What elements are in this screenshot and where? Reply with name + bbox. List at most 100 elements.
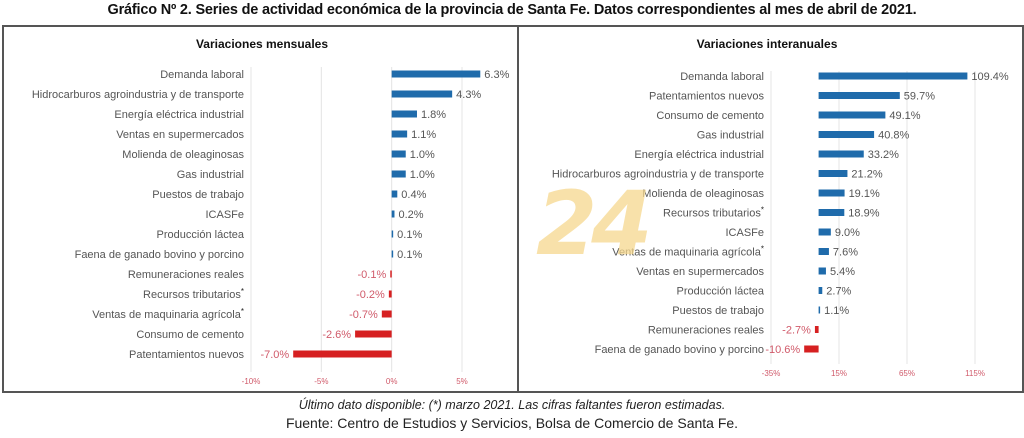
data-label: -10.6% bbox=[765, 344, 800, 356]
bar bbox=[818, 267, 826, 275]
yearly-variation-chart: Variaciones interanuales -35% 15% 65% 115% De… bbox=[552, 37, 1009, 378]
chart-frame bbox=[2, 25, 1024, 393]
bar bbox=[391, 150, 406, 158]
category-label: Puestos de trabajo bbox=[672, 305, 764, 317]
monthly-variation-chart: Variaciones mensuales -10% -5% 0% 5% Demanda … bbox=[32, 37, 510, 386]
bar bbox=[818, 92, 900, 99]
x-tick-label: 115% bbox=[965, 369, 985, 378]
category-label: Puestos de trabajo bbox=[152, 189, 244, 201]
data-label: 0.1% bbox=[397, 249, 422, 261]
data-label: 0.4% bbox=[401, 189, 426, 201]
data-label: 33.2% bbox=[868, 149, 899, 161]
bar bbox=[391, 130, 408, 138]
bar bbox=[818, 189, 845, 197]
category-label-text: Patentamientos nuevos bbox=[649, 91, 764, 103]
category-label: Demanda laboral bbox=[160, 69, 244, 81]
category-label-text: Energía eléctrica industrial bbox=[114, 109, 244, 121]
bar bbox=[814, 326, 819, 333]
category-label: Patentamientos nuevos bbox=[129, 349, 244, 361]
category-label: Gas industrial bbox=[697, 130, 764, 142]
data-label: 0.2% bbox=[398, 209, 423, 221]
category-label: Patentamientos nuevos bbox=[649, 91, 764, 103]
chart-title: Variaciones mensuales bbox=[196, 37, 328, 51]
data-label: -0.2% bbox=[356, 289, 385, 301]
bar bbox=[818, 150, 864, 158]
bar bbox=[818, 248, 829, 255]
data-label: 1.0% bbox=[410, 149, 435, 161]
data-label: 1.8% bbox=[421, 109, 446, 121]
data-label: 2.7% bbox=[826, 286, 851, 298]
data-label: 1.0% bbox=[410, 169, 435, 181]
data-label: 9.0% bbox=[835, 227, 860, 239]
category-label-text: Gas industrial bbox=[697, 130, 764, 142]
bar bbox=[391, 90, 453, 98]
category-label-text: Molienda de oleaginosas bbox=[642, 188, 764, 200]
category-label: Producción láctea bbox=[157, 229, 245, 241]
category-label: Ventas en supermercados bbox=[636, 266, 764, 278]
data-label: 0.1% bbox=[397, 229, 422, 241]
bar bbox=[391, 230, 394, 238]
x-tick-label: 0% bbox=[386, 377, 398, 386]
category-label-text: Hidrocarburos agroindustria y de transpo… bbox=[552, 169, 764, 181]
bar bbox=[818, 170, 848, 177]
category-label: Ventas en supermercados bbox=[116, 129, 244, 141]
data-label: 21.2% bbox=[851, 169, 882, 181]
bar bbox=[391, 170, 406, 178]
category-label: Demanda laboral bbox=[680, 71, 764, 83]
category-label: Hidrocarburos agroindustria y de transpo… bbox=[552, 169, 764, 181]
category-label: Energía eléctrica industrial bbox=[634, 149, 764, 161]
bar bbox=[391, 190, 398, 198]
category-label: Recursos tributarios* bbox=[143, 287, 244, 301]
category-label-text: Energía eléctrica industrial bbox=[634, 149, 764, 161]
data-label: 5.4% bbox=[830, 266, 855, 278]
x-tick-label: -35% bbox=[762, 369, 781, 378]
category-label: Producción láctea bbox=[677, 286, 765, 298]
category-label-text: Recursos tributarios bbox=[663, 208, 761, 220]
category-label: ICASFe bbox=[205, 209, 244, 221]
category-label-text: Ventas en supermercados bbox=[636, 266, 764, 278]
category-label: Ventas de maquinaria agrícola* bbox=[92, 307, 244, 321]
category-label-text: Puestos de trabajo bbox=[672, 305, 764, 317]
category-label: Recursos tributarios* bbox=[663, 206, 764, 220]
source-note: Fuente: Centro de Estudios y Servicios, … bbox=[285, 415, 739, 431]
bar bbox=[355, 330, 392, 338]
chart-title: Variaciones interanuales bbox=[697, 37, 838, 51]
data-label: -2.7% bbox=[782, 325, 811, 337]
asterisk-note-marker: * bbox=[241, 307, 244, 316]
bar bbox=[818, 228, 831, 236]
data-label: 4.3% bbox=[456, 89, 481, 101]
category-label: Energía eléctrica industrial bbox=[114, 109, 244, 121]
category-label: Remuneraciones reales bbox=[128, 269, 245, 281]
data-label: 6.3% bbox=[484, 69, 509, 81]
category-label: Faena de ganado bovino y porcino bbox=[595, 344, 764, 356]
category-label-text: Molienda de oleaginosas bbox=[122, 149, 244, 161]
data-label: 1.1% bbox=[824, 305, 849, 317]
category-label-text: Remuneraciones reales bbox=[128, 269, 245, 281]
category-label-text: Consumo de cemento bbox=[656, 110, 764, 122]
data-label: 19.1% bbox=[849, 188, 880, 200]
category-label-text: Puestos de trabajo bbox=[152, 189, 244, 201]
category-label-text: Recursos tributarios bbox=[143, 289, 241, 301]
category-label-text: Faena de ganado bovino y porcino bbox=[595, 344, 764, 356]
footnote: Último dato disponible: (*) marzo 2021. … bbox=[298, 398, 726, 412]
category-label: Consumo de cemento bbox=[136, 329, 244, 341]
bar bbox=[818, 306, 821, 314]
bar bbox=[818, 209, 845, 216]
category-label: Molienda de oleaginosas bbox=[642, 188, 764, 200]
category-label-text: Ventas en supermercados bbox=[116, 129, 244, 141]
asterisk-note-marker: * bbox=[241, 287, 244, 296]
category-label-text: Ventas de maquinaria agrícola bbox=[612, 247, 761, 259]
data-label: 1.1% bbox=[411, 129, 436, 141]
category-label-text: Patentamientos nuevos bbox=[129, 349, 244, 361]
data-label: 49.1% bbox=[889, 110, 920, 122]
data-label: -2.6% bbox=[322, 329, 351, 341]
category-label: Remuneraciones reales bbox=[648, 325, 765, 337]
category-label-text: Hidrocarburos agroindustria y de transpo… bbox=[32, 89, 244, 101]
data-label: -7.0% bbox=[260, 349, 289, 361]
category-label-text: Producción láctea bbox=[677, 286, 765, 298]
category-label-text: ICASFe bbox=[725, 227, 764, 239]
category-label-text: Consumo de cemento bbox=[136, 329, 244, 341]
data-label: -0.7% bbox=[349, 309, 378, 321]
category-label-text: Gas industrial bbox=[177, 169, 244, 181]
category-label-text: Demanda laboral bbox=[160, 69, 244, 81]
